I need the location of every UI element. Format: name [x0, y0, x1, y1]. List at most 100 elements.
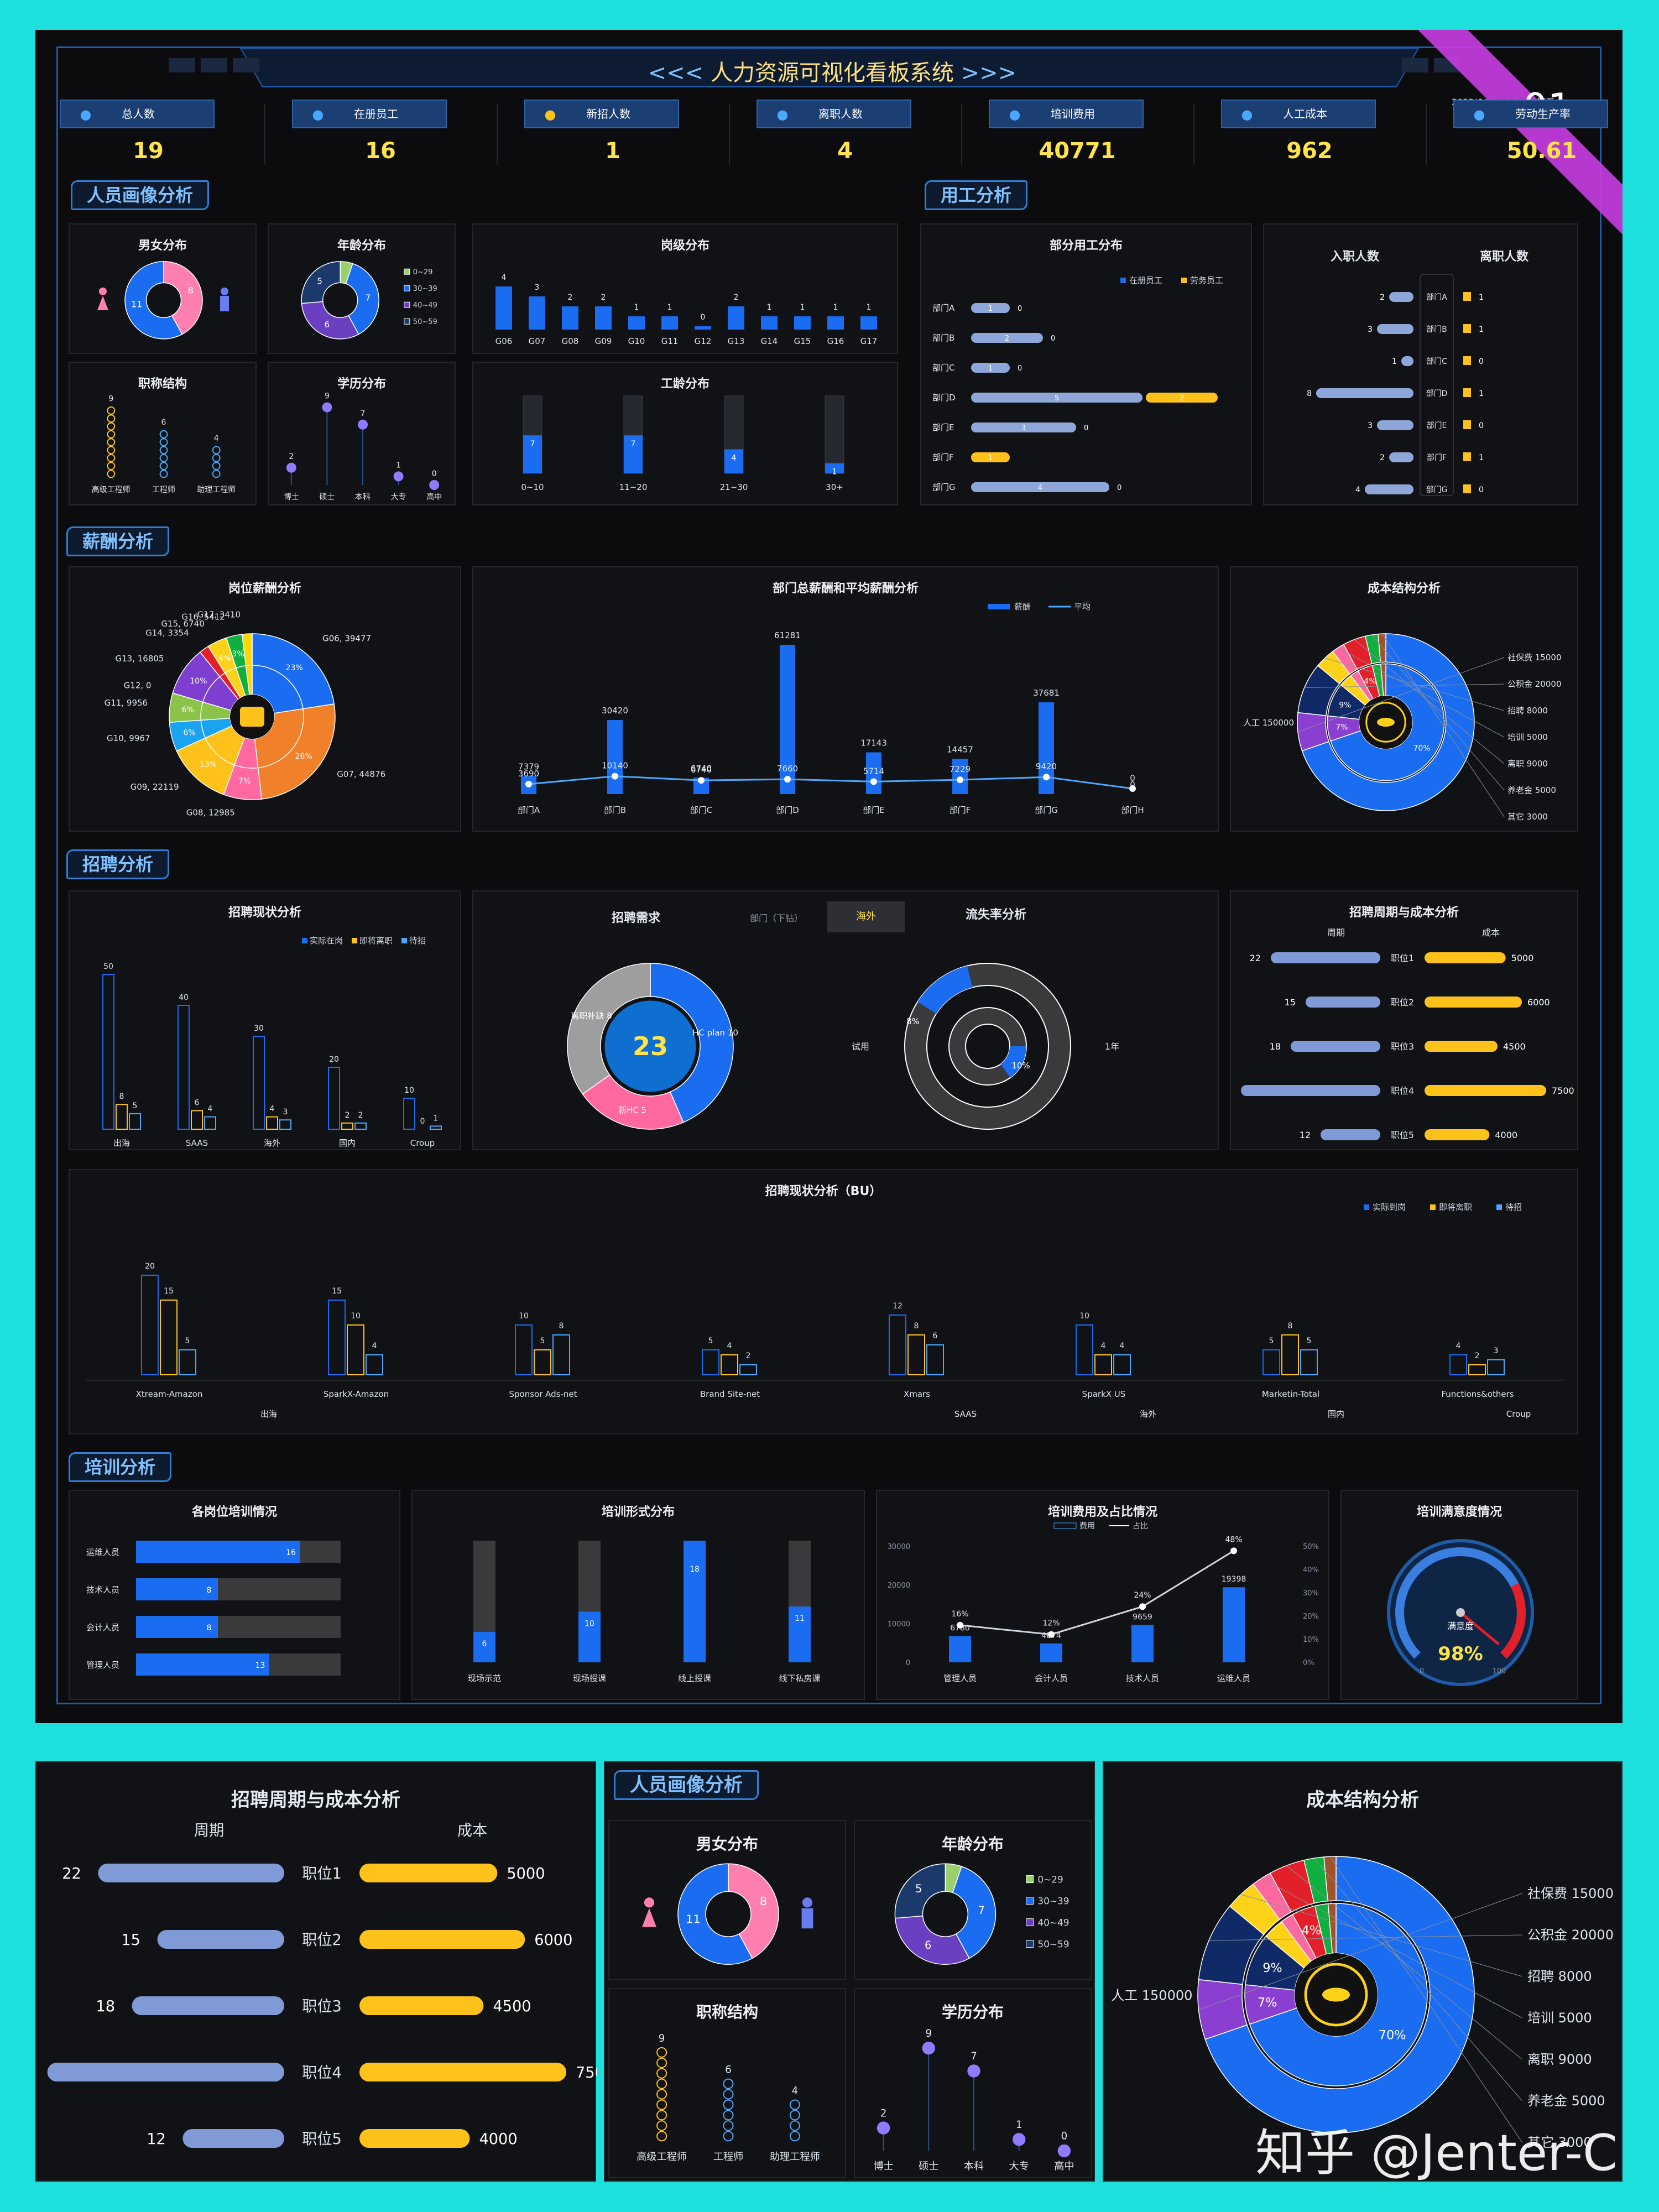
bu-name: Xmars [904, 1389, 930, 1399]
title-person-icon [789, 2120, 800, 2131]
title-person-icon [159, 438, 168, 447]
tcost-category: 运维人员 [1217, 1673, 1250, 1683]
user-icon: ● [312, 107, 324, 122]
bu-bar [515, 1324, 533, 1375]
kpi-value: 50.61 [1506, 138, 1577, 164]
cost-leader [1304, 684, 1505, 688]
watermark-text: 知乎 @Jenter-C [1255, 2124, 1618, 2182]
gauge-pivot [1456, 1608, 1465, 1617]
bu-legend-swatch [1430, 1204, 1436, 1210]
rstat-bar [204, 1116, 216, 1130]
tcost-pct: 24% [1134, 1591, 1151, 1600]
bu-value: 20 [145, 1262, 155, 1271]
cost-label: 招聘 8000 [1527, 1969, 1592, 1984]
tab-overseas[interactable]: 海外 [827, 901, 905, 932]
rstat-bar [403, 1098, 415, 1130]
cost-leader [1381, 633, 1505, 817]
bu-value: 6 [933, 1332, 938, 1340]
post-salary-pct: 10% [190, 677, 207, 686]
title-category: 高级工程师 [92, 485, 131, 494]
edu-category: 硕士 [319, 493, 335, 502]
avg-point [957, 776, 963, 784]
rstat-bar [102, 974, 114, 1130]
cycle-cost: 4000 [1495, 1130, 1517, 1140]
rstat-bar [354, 1122, 367, 1130]
cost-leader [1324, 658, 1505, 711]
cost-pct: 7% [1258, 1996, 1277, 2010]
train-cost-title: 培训费用及占比情况 [1047, 1505, 1157, 1519]
bu-bar [328, 1300, 346, 1375]
kpi-3: ● 离职人数 4 [757, 100, 978, 170]
bu-value: 2 [1475, 1352, 1480, 1360]
title-person-icon [656, 2068, 667, 2079]
title-person-icon [107, 438, 116, 447]
cycle-position: 职位2 [1391, 997, 1414, 1008]
train-form-title: 培训形式分布 [601, 1505, 675, 1519]
section-training-title: 培训分析 [69, 1452, 172, 1482]
edu-dot [322, 402, 332, 413]
tcost-value: 9659 [1133, 1613, 1152, 1621]
bu-name: SparkX US [1082, 1389, 1126, 1399]
level-category: G07 [529, 336, 546, 346]
level-value: 3 [535, 283, 540, 292]
bu-value: 5 [185, 1337, 190, 1345]
rstat-legend: 实际在岗 [310, 936, 343, 946]
level-category: G06 [495, 336, 513, 346]
tcost-pct: 48% [1225, 1535, 1242, 1544]
level-value: 2 [568, 293, 573, 302]
level-value: 1 [634, 303, 639, 312]
cycle-period: 15 [1285, 997, 1296, 1008]
in-bar [1377, 324, 1413, 334]
cost-pct: 9% [1262, 1961, 1282, 1975]
cycle-position: 职位3 [302, 1998, 342, 2015]
tab-dept-drilldown[interactable]: 部门（下钻） [750, 913, 804, 924]
title-value: 9 [659, 2033, 665, 2044]
level-category: G11 [661, 336, 679, 346]
gender-slice-0 [728, 1863, 779, 1959]
header-banner [169, 48, 1460, 87]
cost-label: 养老金 5000 [1527, 2093, 1605, 2109]
salary-total: 30420 [602, 706, 628, 716]
male-icon [802, 1897, 813, 1908]
title-person-icon [656, 2099, 667, 2110]
tpost-name: 会计人员 [86, 1623, 119, 1632]
level-bar [495, 286, 512, 330]
age-legend-swatch [404, 318, 410, 325]
level-bar [827, 316, 844, 330]
cycle-position: 职位4 [1391, 1086, 1414, 1096]
rstat-value: 40 [179, 993, 189, 1002]
gauge-label: 满意度 [1447, 1621, 1474, 1631]
level-category: G16 [827, 336, 844, 346]
gauge-needle [1459, 1611, 1500, 1646]
cost-label: 社保费 15000 [1507, 653, 1562, 662]
cycle-bar [132, 1996, 284, 2015]
out-value: 1 [1479, 293, 1484, 302]
page-ribbon [1418, 30, 1623, 234]
seniority-bar [724, 449, 743, 473]
tcost-y2tick: 40% [1303, 1566, 1319, 1574]
edu-dot [286, 462, 296, 473]
rstat-value: 5 [133, 1102, 138, 1110]
cycle-head-cost: 成本 [1482, 927, 1500, 938]
churn-inner-arc [1000, 1046, 1026, 1078]
title-person-icon [212, 462, 221, 470]
cycle-position: 职位2 [302, 1932, 342, 1949]
rstat-bar [178, 1005, 190, 1130]
cost-label: 公积金 20000 [1507, 679, 1562, 689]
rstat-bar [129, 1113, 141, 1130]
post-salary-pct: 7% [238, 777, 251, 786]
legend-cost-swatch [1053, 1522, 1077, 1529]
dept-value-a: 3 [1021, 424, 1026, 432]
bu-bar [889, 1314, 906, 1375]
level-bar [860, 316, 877, 330]
inout-dept: 部门E [1427, 421, 1447, 430]
level-value: 2 [601, 293, 606, 302]
out-bar [1463, 484, 1471, 493]
cycle-bar [47, 2063, 284, 2081]
male-value: 11 [686, 1912, 700, 1926]
tform-value: 18 [690, 1565, 700, 1574]
dept-bar-a [971, 363, 1010, 373]
age-value: 5 [317, 276, 322, 286]
salary-category: 部门A [518, 805, 540, 815]
post-salary-pct: 6% [182, 706, 194, 714]
